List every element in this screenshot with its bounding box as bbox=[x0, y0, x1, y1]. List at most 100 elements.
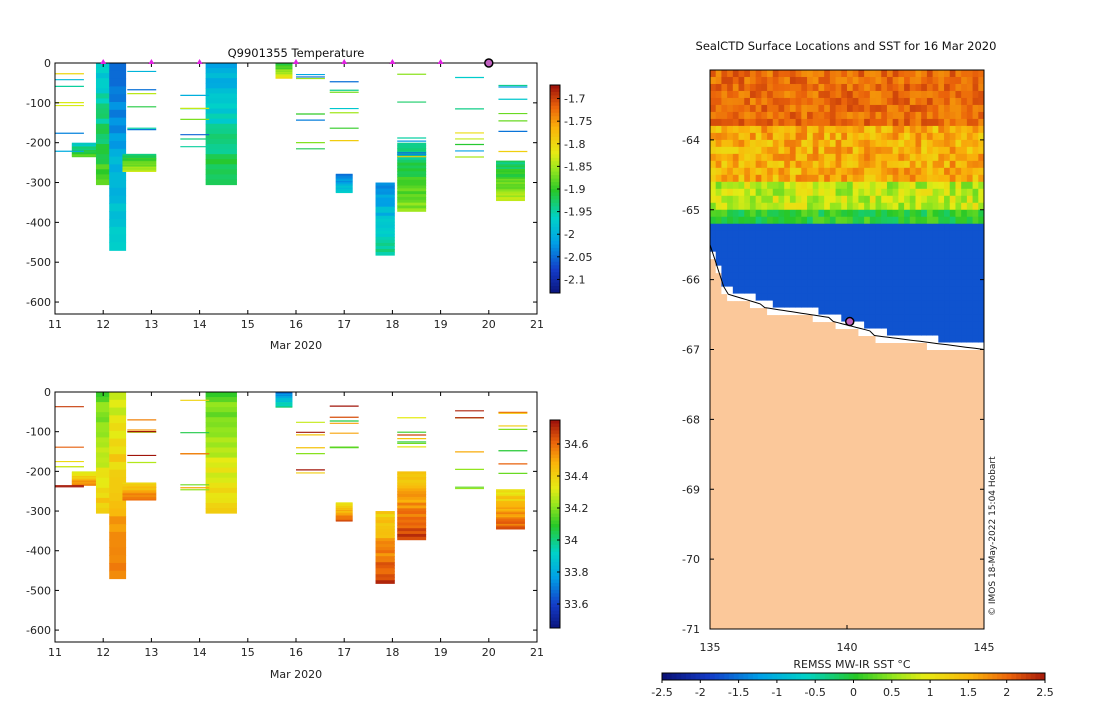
sst-cell bbox=[755, 265, 762, 274]
sst-cell bbox=[875, 195, 882, 204]
sst-cell bbox=[892, 83, 899, 92]
colorbar-band bbox=[550, 112, 560, 117]
sst-cell bbox=[755, 104, 762, 113]
sst-cell bbox=[966, 342, 974, 350]
sst-cell bbox=[932, 293, 939, 302]
sst-cell bbox=[949, 335, 956, 344]
sst-cell bbox=[921, 321, 928, 330]
sst-cell bbox=[818, 160, 825, 169]
sst-cell bbox=[732, 272, 740, 281]
profile-cell bbox=[122, 497, 157, 499]
surface-marker bbox=[148, 59, 155, 64]
sst-cell bbox=[966, 111, 974, 120]
sst-cell bbox=[949, 146, 956, 155]
y-tick-label: -400 bbox=[26, 216, 51, 229]
profile-cell bbox=[496, 162, 525, 165]
sst-cell bbox=[875, 76, 882, 85]
sst-cell bbox=[755, 90, 762, 99]
sst-cell bbox=[904, 132, 911, 141]
profile-cell bbox=[275, 72, 293, 74]
sst-cell bbox=[915, 90, 922, 99]
profile-cell bbox=[397, 179, 427, 184]
sst-cell bbox=[732, 230, 740, 239]
profile-cell bbox=[496, 509, 525, 512]
sst-cell bbox=[847, 139, 854, 148]
sst-cell bbox=[898, 174, 905, 183]
profile-cell bbox=[109, 148, 127, 158]
x-tick-label: 14 bbox=[193, 318, 207, 331]
sst-cell bbox=[864, 104, 871, 113]
sst-cell bbox=[961, 118, 968, 127]
profile-cell bbox=[397, 174, 427, 178]
sst-cell bbox=[835, 195, 842, 204]
sst-cell bbox=[732, 216, 740, 225]
profile-cell bbox=[496, 490, 525, 494]
sst-cell bbox=[972, 251, 979, 260]
sst-cell bbox=[824, 97, 831, 106]
sst-colorbar-band bbox=[748, 673, 754, 680]
sst-cell bbox=[932, 188, 939, 197]
profile-cell bbox=[397, 159, 427, 164]
sst-cell bbox=[738, 97, 745, 106]
sst-cell bbox=[801, 181, 808, 190]
profile-cell bbox=[275, 400, 293, 402]
sst-colorbar-tick-label: -1.5 bbox=[728, 686, 749, 699]
sst-cell bbox=[875, 174, 882, 183]
sst-cell bbox=[732, 118, 740, 127]
colorbar-band bbox=[550, 143, 560, 148]
profile-cell bbox=[335, 515, 353, 517]
profile-cell bbox=[496, 193, 525, 197]
sst-cell bbox=[761, 188, 768, 197]
sst-colorbar-band bbox=[839, 673, 845, 680]
profile-cell bbox=[205, 63, 237, 69]
sst-cell bbox=[904, 328, 911, 337]
sst-cell bbox=[892, 111, 899, 120]
sst-cell bbox=[721, 132, 728, 141]
sst-cell bbox=[727, 90, 734, 99]
sst-cell bbox=[715, 97, 722, 106]
profile-cell bbox=[122, 161, 157, 164]
sst-cell bbox=[869, 90, 877, 99]
sst-cell bbox=[835, 146, 842, 155]
sst-cell bbox=[864, 209, 871, 218]
sst-cell bbox=[869, 202, 877, 211]
colorbar-band bbox=[550, 426, 560, 431]
sst-cell bbox=[807, 307, 814, 316]
sst-cell bbox=[721, 153, 728, 162]
sst-cell bbox=[904, 216, 911, 225]
map-y-tick-label: -64 bbox=[682, 134, 700, 147]
sst-cell bbox=[732, 202, 740, 211]
sst-cell bbox=[732, 139, 740, 148]
sst-cell bbox=[767, 132, 774, 141]
sst-cell bbox=[961, 202, 968, 211]
sst-cell bbox=[955, 139, 962, 148]
profile-cell bbox=[275, 398, 293, 400]
sst-cell bbox=[727, 76, 734, 85]
profile-cell bbox=[122, 160, 157, 162]
sst-cell bbox=[966, 293, 974, 302]
sst-cell bbox=[841, 153, 848, 162]
sst-cell bbox=[738, 104, 745, 113]
sst-cell bbox=[767, 209, 774, 218]
sst-cell bbox=[864, 230, 871, 239]
profile-cell bbox=[375, 252, 395, 256]
sst-cell bbox=[727, 118, 734, 127]
profile-cell bbox=[275, 406, 293, 408]
sst-cell bbox=[921, 111, 928, 120]
y-tick-label: -600 bbox=[26, 624, 51, 637]
sst-cell bbox=[818, 83, 825, 92]
sst-cell bbox=[875, 160, 882, 169]
sst-cell bbox=[978, 202, 985, 211]
sst-cell bbox=[875, 279, 882, 288]
sst-colorbar-band bbox=[791, 673, 797, 680]
sst-cell bbox=[761, 167, 768, 176]
sst-cell bbox=[915, 160, 922, 169]
sst-cell bbox=[710, 237, 717, 246]
sst-cell bbox=[727, 153, 734, 162]
sst-cell bbox=[801, 300, 808, 309]
sst-cell bbox=[915, 216, 922, 225]
profile-cell bbox=[397, 205, 427, 209]
sst-cell bbox=[864, 70, 871, 78]
sst-cell bbox=[915, 76, 922, 85]
sst-colorbar-tick-label: 1.5 bbox=[960, 686, 978, 699]
